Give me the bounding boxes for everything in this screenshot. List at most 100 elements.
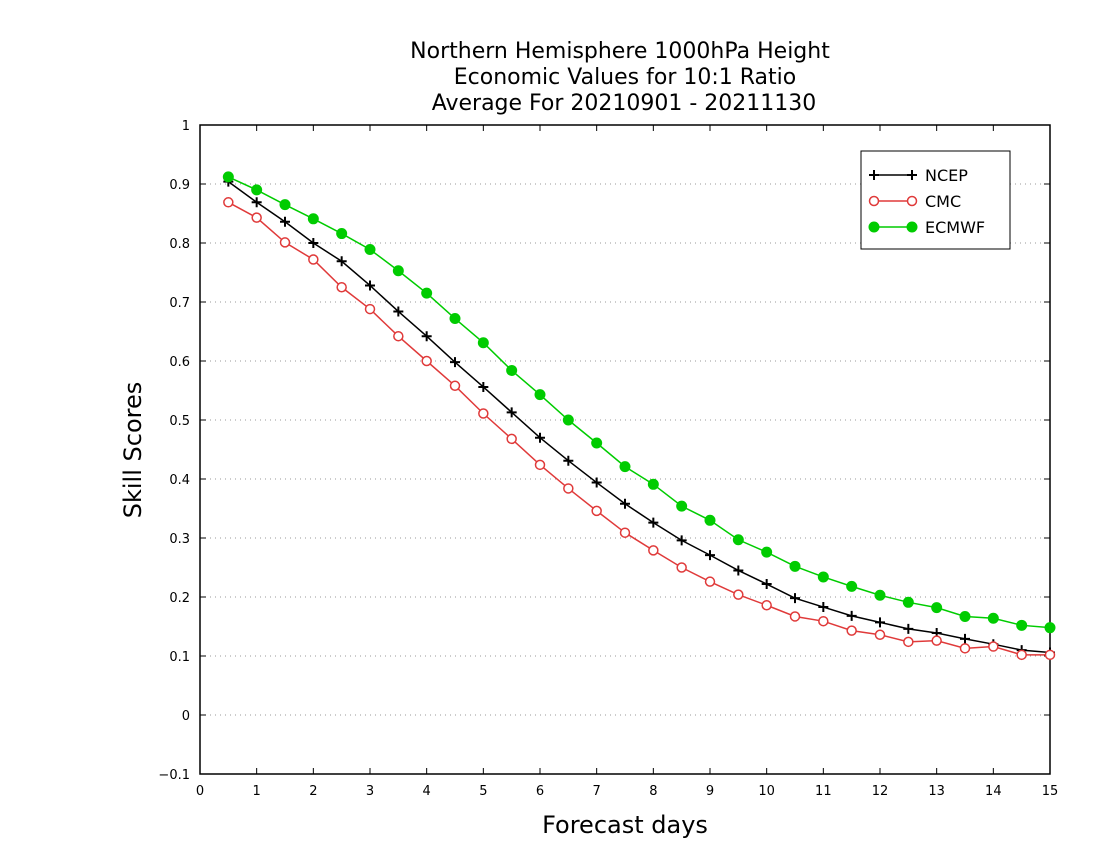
data-point-ecmwf [987, 612, 999, 624]
data-point-ncep [818, 602, 829, 613]
data-point-ncep [591, 477, 602, 488]
data-point-cmc [393, 330, 404, 342]
data-point-ncep [563, 455, 574, 466]
legend-marker-ncep [869, 170, 879, 180]
y-tick-label: −0.1 [158, 768, 190, 783]
data-point-ecmwf [251, 184, 263, 196]
data-point-ecmwf [817, 571, 829, 583]
data-point-ecmwf [1044, 622, 1056, 634]
y-axis-label: Skill Scores [119, 382, 147, 519]
data-point-ncep [308, 238, 319, 248]
data-point-ecmwf [307, 213, 319, 225]
chart-title-line-3: Average For 20210901 - 20211130 [432, 91, 817, 116]
grid-lines [200, 183, 1050, 716]
data-point-cmc [478, 408, 489, 419]
data-point-ecmwf [449, 313, 461, 325]
data-point-cmc [988, 641, 999, 652]
data-point-cmc [789, 611, 801, 622]
data-point-cmc [959, 643, 971, 654]
legend-entry-ecmwf: ECMWF [868, 218, 985, 237]
data-point-ecmwf [902, 596, 914, 608]
x-axis: 0 1 2 3 4 5 6 7 8 9 10 11 12 13 14 15 [196, 125, 1058, 799]
data-point-cmc [676, 562, 687, 573]
data-point-ecmwf [874, 589, 886, 601]
data-point-ecmwf [676, 500, 688, 512]
data-point-ncep [506, 407, 517, 418]
data-point-ecmwf [931, 602, 943, 614]
x-tick-label: 6 [536, 784, 544, 799]
data-point-cmc [931, 635, 942, 646]
data-point-ncep [421, 331, 432, 342]
data-point-ncep [620, 498, 630, 509]
legend-entries: NCEP CMC ECMWF [868, 166, 985, 237]
data-point-cmc [874, 629, 886, 641]
y-tick-label: 1 [182, 119, 190, 134]
data-point-ecmwf [1016, 619, 1028, 631]
data-point-ncep [846, 610, 857, 621]
data-point-ecmwf [506, 364, 518, 376]
data-point-ncep [450, 357, 460, 368]
x-tick-label: 3 [366, 784, 374, 799]
data-point-cmc [846, 625, 857, 636]
data-point-ncep [478, 381, 489, 392]
series-line-ncep [227, 181, 1051, 654]
x-axis-label: Forecast days [542, 811, 708, 839]
data-point-ncep [960, 633, 970, 644]
data-point-ecmwf [222, 171, 234, 183]
legend-entry-ncep: NCEP [869, 166, 968, 185]
y-tick-label: 0.7 [169, 296, 190, 311]
data-point-ecmwf [619, 461, 631, 473]
legend-label-ncep: NCEP [925, 166, 968, 185]
data-point-ecmwf [761, 546, 773, 558]
data-point-cmc [704, 576, 716, 587]
legend-entry-cmc: CMC [868, 192, 961, 211]
data-point-cmc [903, 636, 914, 648]
data-point-ecmwf [732, 534, 744, 546]
data-point-ecmwf [364, 243, 376, 255]
data-point-ncep [761, 579, 772, 590]
y-tick-label: 0.8 [169, 237, 190, 252]
legend-marker-ecmwf [906, 221, 918, 233]
data-point-ncep [393, 306, 404, 317]
y-tick-label: 0.2 [169, 591, 190, 606]
chart-title-line-1: Northern Hemisphere 1000hPa Height [410, 39, 830, 64]
x-tick-label: 2 [309, 784, 317, 799]
data-point-cmc [733, 589, 744, 600]
data-point-ncep [336, 256, 347, 267]
legend-box [860, 150, 1011, 250]
y-tick-label: 0.6 [169, 355, 190, 370]
data-point-ncep [251, 197, 262, 208]
data-point-ecmwf [421, 287, 433, 299]
series-cmc [223, 197, 1056, 661]
legend-label-cmc: CMC [925, 192, 961, 211]
chart-title-line-2: Economic Values for 10:1 Ratio [454, 65, 796, 90]
data-point-cmc [1044, 649, 1056, 661]
y-tick-label: 0.5 [169, 414, 190, 429]
series-ncep [223, 176, 1055, 658]
chart-title: Northern Hemisphere 1000hPa Height Econo… [410, 39, 830, 116]
plot-frame [199, 124, 1051, 775]
y-tick-label: 0 [182, 709, 190, 724]
data-point-cmc [251, 212, 262, 223]
x-tick-label: 1 [253, 784, 261, 799]
legend-marker-cmc [868, 195, 880, 207]
series-lines [222, 171, 1056, 661]
data-point-cmc [818, 615, 829, 627]
y-tick-label: 0.9 [169, 178, 190, 193]
legend-marker-ncep [907, 170, 917, 180]
y-axis: −0.1 0 0.1 0.2 0.3 0.4 0.5 0.6 0.7 0.8 0.9 1 [158, 119, 1050, 783]
data-point-cmc [563, 483, 574, 494]
data-point-ecmwf [477, 337, 489, 349]
data-point-ecmwf [336, 228, 348, 240]
data-point-ecmwf [647, 478, 659, 490]
series-ecmwf [222, 171, 1056, 634]
data-point-cmc [279, 237, 291, 248]
data-point-cmc [761, 600, 772, 611]
x-tick-label: 12 [872, 784, 889, 799]
data-point-ecmwf [591, 437, 603, 449]
y-tick-label: 0.1 [169, 650, 190, 665]
x-tick-label: 9 [706, 784, 714, 799]
data-point-ecmwf [562, 414, 574, 426]
data-point-ecmwf [279, 199, 291, 211]
data-point-ecmwf [846, 580, 858, 592]
